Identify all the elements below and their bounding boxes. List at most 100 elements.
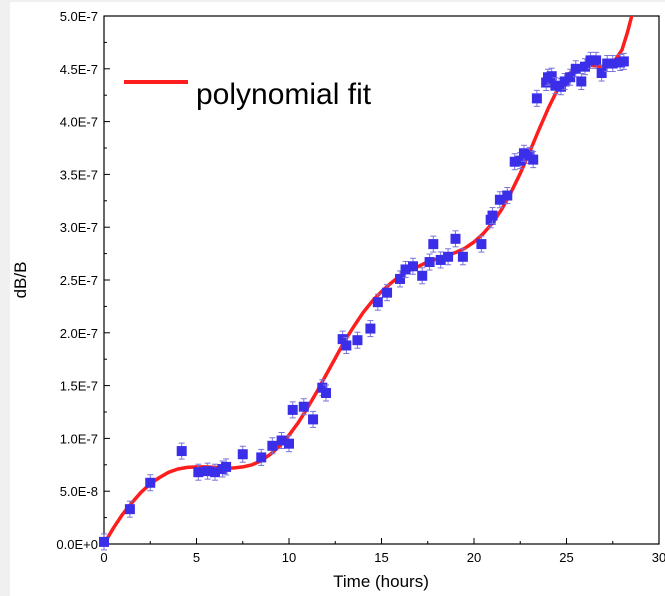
- data-point: [618, 52, 629, 70]
- data-point-marker: [321, 387, 331, 398]
- y-tick-label: 2.0E-7: [60, 326, 98, 341]
- plot-area: [103, 15, 660, 545]
- data-point-marker: [580, 61, 590, 72]
- x-axis-ticks: 0 5 10 15 20 25 30: [100, 538, 665, 565]
- data-point-marker: [487, 210, 498, 221]
- data-point-marker: [308, 414, 319, 425]
- data-point: [395, 270, 405, 288]
- data-point: [407, 257, 418, 275]
- data-point-marker: [99, 536, 109, 547]
- data-point: [576, 72, 587, 90]
- data-point: [210, 463, 220, 481]
- data-point: [382, 284, 393, 302]
- data-point: [237, 445, 248, 463]
- data-point-marker: [502, 190, 513, 201]
- data-point-marker: [576, 76, 587, 87]
- x-tick-label: 25: [559, 550, 573, 565]
- data-point: [256, 448, 267, 466]
- y-tick-label: 1.0E-7: [60, 431, 98, 446]
- y-axis-ticks: 0.0E+0 5.0E-8 1.0E-7 1.5E-7 2.0E-7 2.5E-7 3.0E…: [56, 9, 110, 552]
- data-point: [284, 435, 294, 453]
- data-point-marker: [407, 261, 418, 272]
- y-axis-title: dB/B: [11, 262, 30, 299]
- data-point-marker: [476, 239, 487, 250]
- data-point-marker: [559, 76, 570, 87]
- data-point-marker: [287, 404, 298, 415]
- data-point: [476, 235, 487, 253]
- data-point: [321, 384, 331, 402]
- data-point-marker: [176, 446, 187, 457]
- y-tick-label: 3.5E-7: [60, 167, 98, 182]
- data-point-marker: [518, 148, 529, 159]
- data-point-marker: [337, 334, 348, 345]
- data-point-marker: [424, 257, 435, 268]
- legend-label: polynomial fit: [196, 78, 372, 111]
- data-point-marker: [317, 382, 328, 393]
- data-point: [487, 207, 498, 225]
- data-point: [550, 77, 561, 95]
- data-point-marker: [443, 251, 454, 262]
- data-point: [602, 55, 613, 73]
- data-point: [400, 260, 411, 278]
- data-point-marker: [509, 156, 520, 167]
- x-tick-label: 30: [652, 550, 665, 565]
- data-point: [124, 500, 135, 518]
- data-point-marker: [256, 452, 267, 463]
- data-point-marker: [193, 467, 204, 478]
- y-tick-label: 2.5E-7: [60, 273, 98, 288]
- data-point-marker: [457, 251, 468, 262]
- data-point-marker: [565, 72, 576, 83]
- y-tick-label: 4.5E-7: [60, 62, 98, 77]
- legend: polynomial fit: [124, 78, 372, 111]
- x-axis-label: Time (hours): [333, 572, 429, 591]
- x-tick-label: 0: [100, 550, 107, 565]
- data-point-marker: [210, 467, 220, 478]
- data-point-marker: [435, 254, 446, 265]
- data-point-marker: [531, 93, 542, 104]
- data-point-marker: [276, 435, 287, 446]
- data-point-marker: [596, 68, 607, 79]
- fit-curve-layer: [104, 16, 634, 544]
- y-tick-label: 5.0E-8: [60, 484, 98, 499]
- data-point: [176, 442, 187, 460]
- data-point-marker: [450, 233, 461, 244]
- data-point: [202, 462, 213, 480]
- data-point-marker: [618, 56, 629, 67]
- data-point: [528, 151, 539, 169]
- data-point-marker: [417, 270, 428, 281]
- y-tick-label: 5.0E-7: [60, 9, 98, 24]
- data-point: [267, 437, 278, 455]
- data-point-marker: [202, 466, 213, 477]
- data-point-marker: [221, 461, 232, 472]
- y-tick-label: 3.0E-7: [60, 220, 98, 235]
- data-point: [607, 55, 618, 73]
- data-point: [509, 153, 520, 171]
- data-point: [502, 187, 513, 205]
- data-point-marker: [298, 401, 309, 412]
- data-point-marker: [546, 71, 557, 82]
- data-point-marker: [395, 273, 405, 284]
- data-point: [193, 463, 204, 481]
- y-axis-label: dB/B: [11, 262, 30, 299]
- data-point-marker: [145, 477, 156, 488]
- data-point-marker: [237, 449, 248, 460]
- data-point: [372, 293, 383, 311]
- data-point: [352, 331, 363, 349]
- data-point: [494, 191, 505, 209]
- data-point: [365, 320, 376, 338]
- data-point: [443, 248, 454, 266]
- data-point: [276, 432, 287, 450]
- data-point: [428, 235, 439, 253]
- x-tick-label: 10: [282, 550, 296, 565]
- x-tick-label: 5: [193, 550, 200, 565]
- data-point-marker: [400, 264, 411, 275]
- y-tick-label: 0.0E+0: [56, 537, 98, 552]
- data-point: [308, 410, 319, 428]
- x-axis-title: Time (hours): [333, 572, 429, 591]
- data-points-layer: [99, 51, 629, 551]
- data-point: [298, 398, 309, 416]
- x-tick-label: 20: [467, 550, 481, 565]
- data-point-marker: [372, 297, 383, 308]
- data-point-marker: [585, 55, 596, 66]
